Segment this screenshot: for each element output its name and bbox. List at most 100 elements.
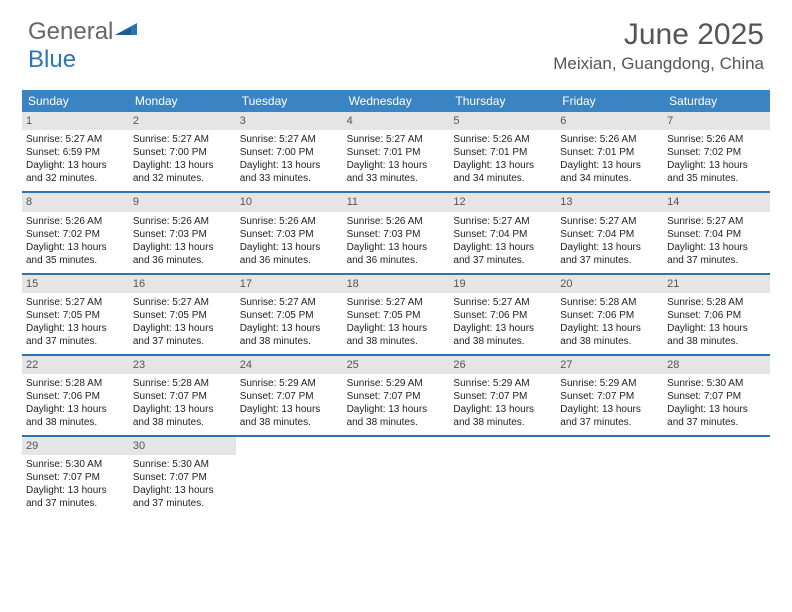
weeks-container: 1Sunrise: 5:27 AMSunset: 6:59 PMDaylight…	[22, 112, 770, 516]
week-row: 22Sunrise: 5:28 AMSunset: 7:06 PMDayligh…	[22, 354, 770, 435]
day-cell: 19Sunrise: 5:27 AMSunset: 7:06 PMDayligh…	[449, 275, 556, 354]
day-cell: 26Sunrise: 5:29 AMSunset: 7:07 PMDayligh…	[449, 356, 556, 435]
sunrise-text: Sunrise: 5:27 AM	[560, 215, 659, 228]
sunset-text: Sunset: 7:06 PM	[453, 309, 552, 322]
sunrise-text: Sunrise: 5:28 AM	[667, 296, 766, 309]
location: Meixian, Guangdong, China	[553, 54, 764, 74]
daylight-text: Daylight: 13 hours	[453, 403, 552, 416]
day-cell: 17Sunrise: 5:27 AMSunset: 7:05 PMDayligh…	[236, 275, 343, 354]
sunrise-text: Sunrise: 5:27 AM	[453, 296, 552, 309]
daylight-text: and 36 minutes.	[133, 254, 232, 267]
daylight-text: and 34 minutes.	[560, 172, 659, 185]
daylight-text: Daylight: 13 hours	[667, 403, 766, 416]
day-cell: 15Sunrise: 5:27 AMSunset: 7:05 PMDayligh…	[22, 275, 129, 354]
day-number: 16	[129, 275, 236, 293]
day-cell	[343, 437, 450, 516]
day-cell: 14Sunrise: 5:27 AMSunset: 7:04 PMDayligh…	[663, 193, 770, 272]
sunset-text: Sunset: 7:05 PM	[347, 309, 446, 322]
day-cell: 4Sunrise: 5:27 AMSunset: 7:01 PMDaylight…	[343, 112, 450, 191]
day-number: 19	[449, 275, 556, 293]
day-label: Monday	[129, 90, 236, 112]
daylight-text: Daylight: 13 hours	[133, 484, 232, 497]
day-number: 17	[236, 275, 343, 293]
daylight-text: and 35 minutes.	[667, 172, 766, 185]
sunrise-text: Sunrise: 5:26 AM	[133, 215, 232, 228]
daylight-text: Daylight: 13 hours	[240, 241, 339, 254]
sunset-text: Sunset: 7:06 PM	[560, 309, 659, 322]
flag-icon	[115, 18, 139, 46]
daylight-text: and 33 minutes.	[347, 172, 446, 185]
day-number: 14	[663, 193, 770, 211]
day-label: Wednesday	[343, 90, 450, 112]
logo-text-general: General	[28, 18, 113, 46]
sunrise-text: Sunrise: 5:30 AM	[667, 377, 766, 390]
daylight-text: Daylight: 13 hours	[347, 159, 446, 172]
day-cell	[556, 437, 663, 516]
day-number: 25	[343, 356, 450, 374]
sunset-text: Sunset: 7:01 PM	[560, 146, 659, 159]
title-block: June 2025 Meixian, Guangdong, China	[553, 18, 764, 74]
sunset-text: Sunset: 7:02 PM	[667, 146, 766, 159]
day-cell: 27Sunrise: 5:29 AMSunset: 7:07 PMDayligh…	[556, 356, 663, 435]
day-number: 7	[663, 112, 770, 130]
sunset-text: Sunset: 7:03 PM	[347, 228, 446, 241]
daylight-text: Daylight: 13 hours	[453, 159, 552, 172]
sunrise-text: Sunrise: 5:27 AM	[453, 215, 552, 228]
sunset-text: Sunset: 7:07 PM	[347, 390, 446, 403]
sunset-text: Sunset: 7:07 PM	[560, 390, 659, 403]
daylight-text: and 36 minutes.	[347, 254, 446, 267]
week-row: 8Sunrise: 5:26 AMSunset: 7:02 PMDaylight…	[22, 191, 770, 272]
daylight-text: Daylight: 13 hours	[667, 159, 766, 172]
header: General June 2025 Meixian, Guangdong, Ch…	[0, 0, 792, 80]
daylight-text: and 37 minutes.	[560, 254, 659, 267]
daylight-text: and 38 minutes.	[667, 335, 766, 348]
sunrise-text: Sunrise: 5:27 AM	[26, 133, 125, 146]
sunset-text: Sunset: 7:03 PM	[240, 228, 339, 241]
day-cell: 20Sunrise: 5:28 AMSunset: 7:06 PMDayligh…	[556, 275, 663, 354]
daylight-text: and 38 minutes.	[133, 416, 232, 429]
sunrise-text: Sunrise: 5:26 AM	[560, 133, 659, 146]
day-number: 29	[22, 437, 129, 455]
sunrise-text: Sunrise: 5:26 AM	[453, 133, 552, 146]
day-number: 2	[129, 112, 236, 130]
daylight-text: and 38 minutes.	[453, 335, 552, 348]
daylight-text: Daylight: 13 hours	[560, 159, 659, 172]
day-cell: 5Sunrise: 5:26 AMSunset: 7:01 PMDaylight…	[449, 112, 556, 191]
day-cell: 13Sunrise: 5:27 AMSunset: 7:04 PMDayligh…	[556, 193, 663, 272]
day-number: 27	[556, 356, 663, 374]
day-cell: 30Sunrise: 5:30 AMSunset: 7:07 PMDayligh…	[129, 437, 236, 516]
week-row: 1Sunrise: 5:27 AMSunset: 6:59 PMDaylight…	[22, 112, 770, 191]
daylight-text: and 37 minutes.	[26, 335, 125, 348]
day-number: 15	[22, 275, 129, 293]
day-cell: 18Sunrise: 5:27 AMSunset: 7:05 PMDayligh…	[343, 275, 450, 354]
day-number: 28	[663, 356, 770, 374]
day-label: Friday	[556, 90, 663, 112]
sunset-text: Sunset: 7:01 PM	[347, 146, 446, 159]
daylight-text: and 38 minutes.	[347, 335, 446, 348]
day-cell: 8Sunrise: 5:26 AMSunset: 7:02 PMDaylight…	[22, 193, 129, 272]
daylight-text: Daylight: 13 hours	[347, 322, 446, 335]
day-cell: 9Sunrise: 5:26 AMSunset: 7:03 PMDaylight…	[129, 193, 236, 272]
sunrise-text: Sunrise: 5:30 AM	[26, 458, 125, 471]
daylight-text: Daylight: 13 hours	[240, 322, 339, 335]
day-number: 20	[556, 275, 663, 293]
day-number: 11	[343, 193, 450, 211]
daylight-text: Daylight: 13 hours	[26, 159, 125, 172]
sunset-text: Sunset: 7:00 PM	[240, 146, 339, 159]
sunset-text: Sunset: 7:07 PM	[26, 471, 125, 484]
daylight-text: and 37 minutes.	[26, 497, 125, 510]
daylight-text: Daylight: 13 hours	[560, 322, 659, 335]
daylight-text: Daylight: 13 hours	[133, 403, 232, 416]
sunrise-text: Sunrise: 5:27 AM	[133, 133, 232, 146]
week-row: 29 Sunrise: 5:30 AMSunset: 7:07 PM Dayligh…	[22, 435, 770, 516]
daylight-text: Daylight: 13 hours	[347, 403, 446, 416]
day-number: 24	[236, 356, 343, 374]
day-label: Saturday	[663, 90, 770, 112]
sunrise-text: Sunrise: 5:29 AM	[560, 377, 659, 390]
sunset-text: Sunset: 6:59 PM	[26, 146, 125, 159]
daylight-text: and 37 minutes.	[133, 497, 232, 510]
day-number: 13	[556, 193, 663, 211]
day-cell: 1Sunrise: 5:27 AMSunset: 6:59 PMDaylight…	[22, 112, 129, 191]
sunset-text: Sunset: 7:07 PM	[133, 390, 232, 403]
day-cell	[449, 437, 556, 516]
